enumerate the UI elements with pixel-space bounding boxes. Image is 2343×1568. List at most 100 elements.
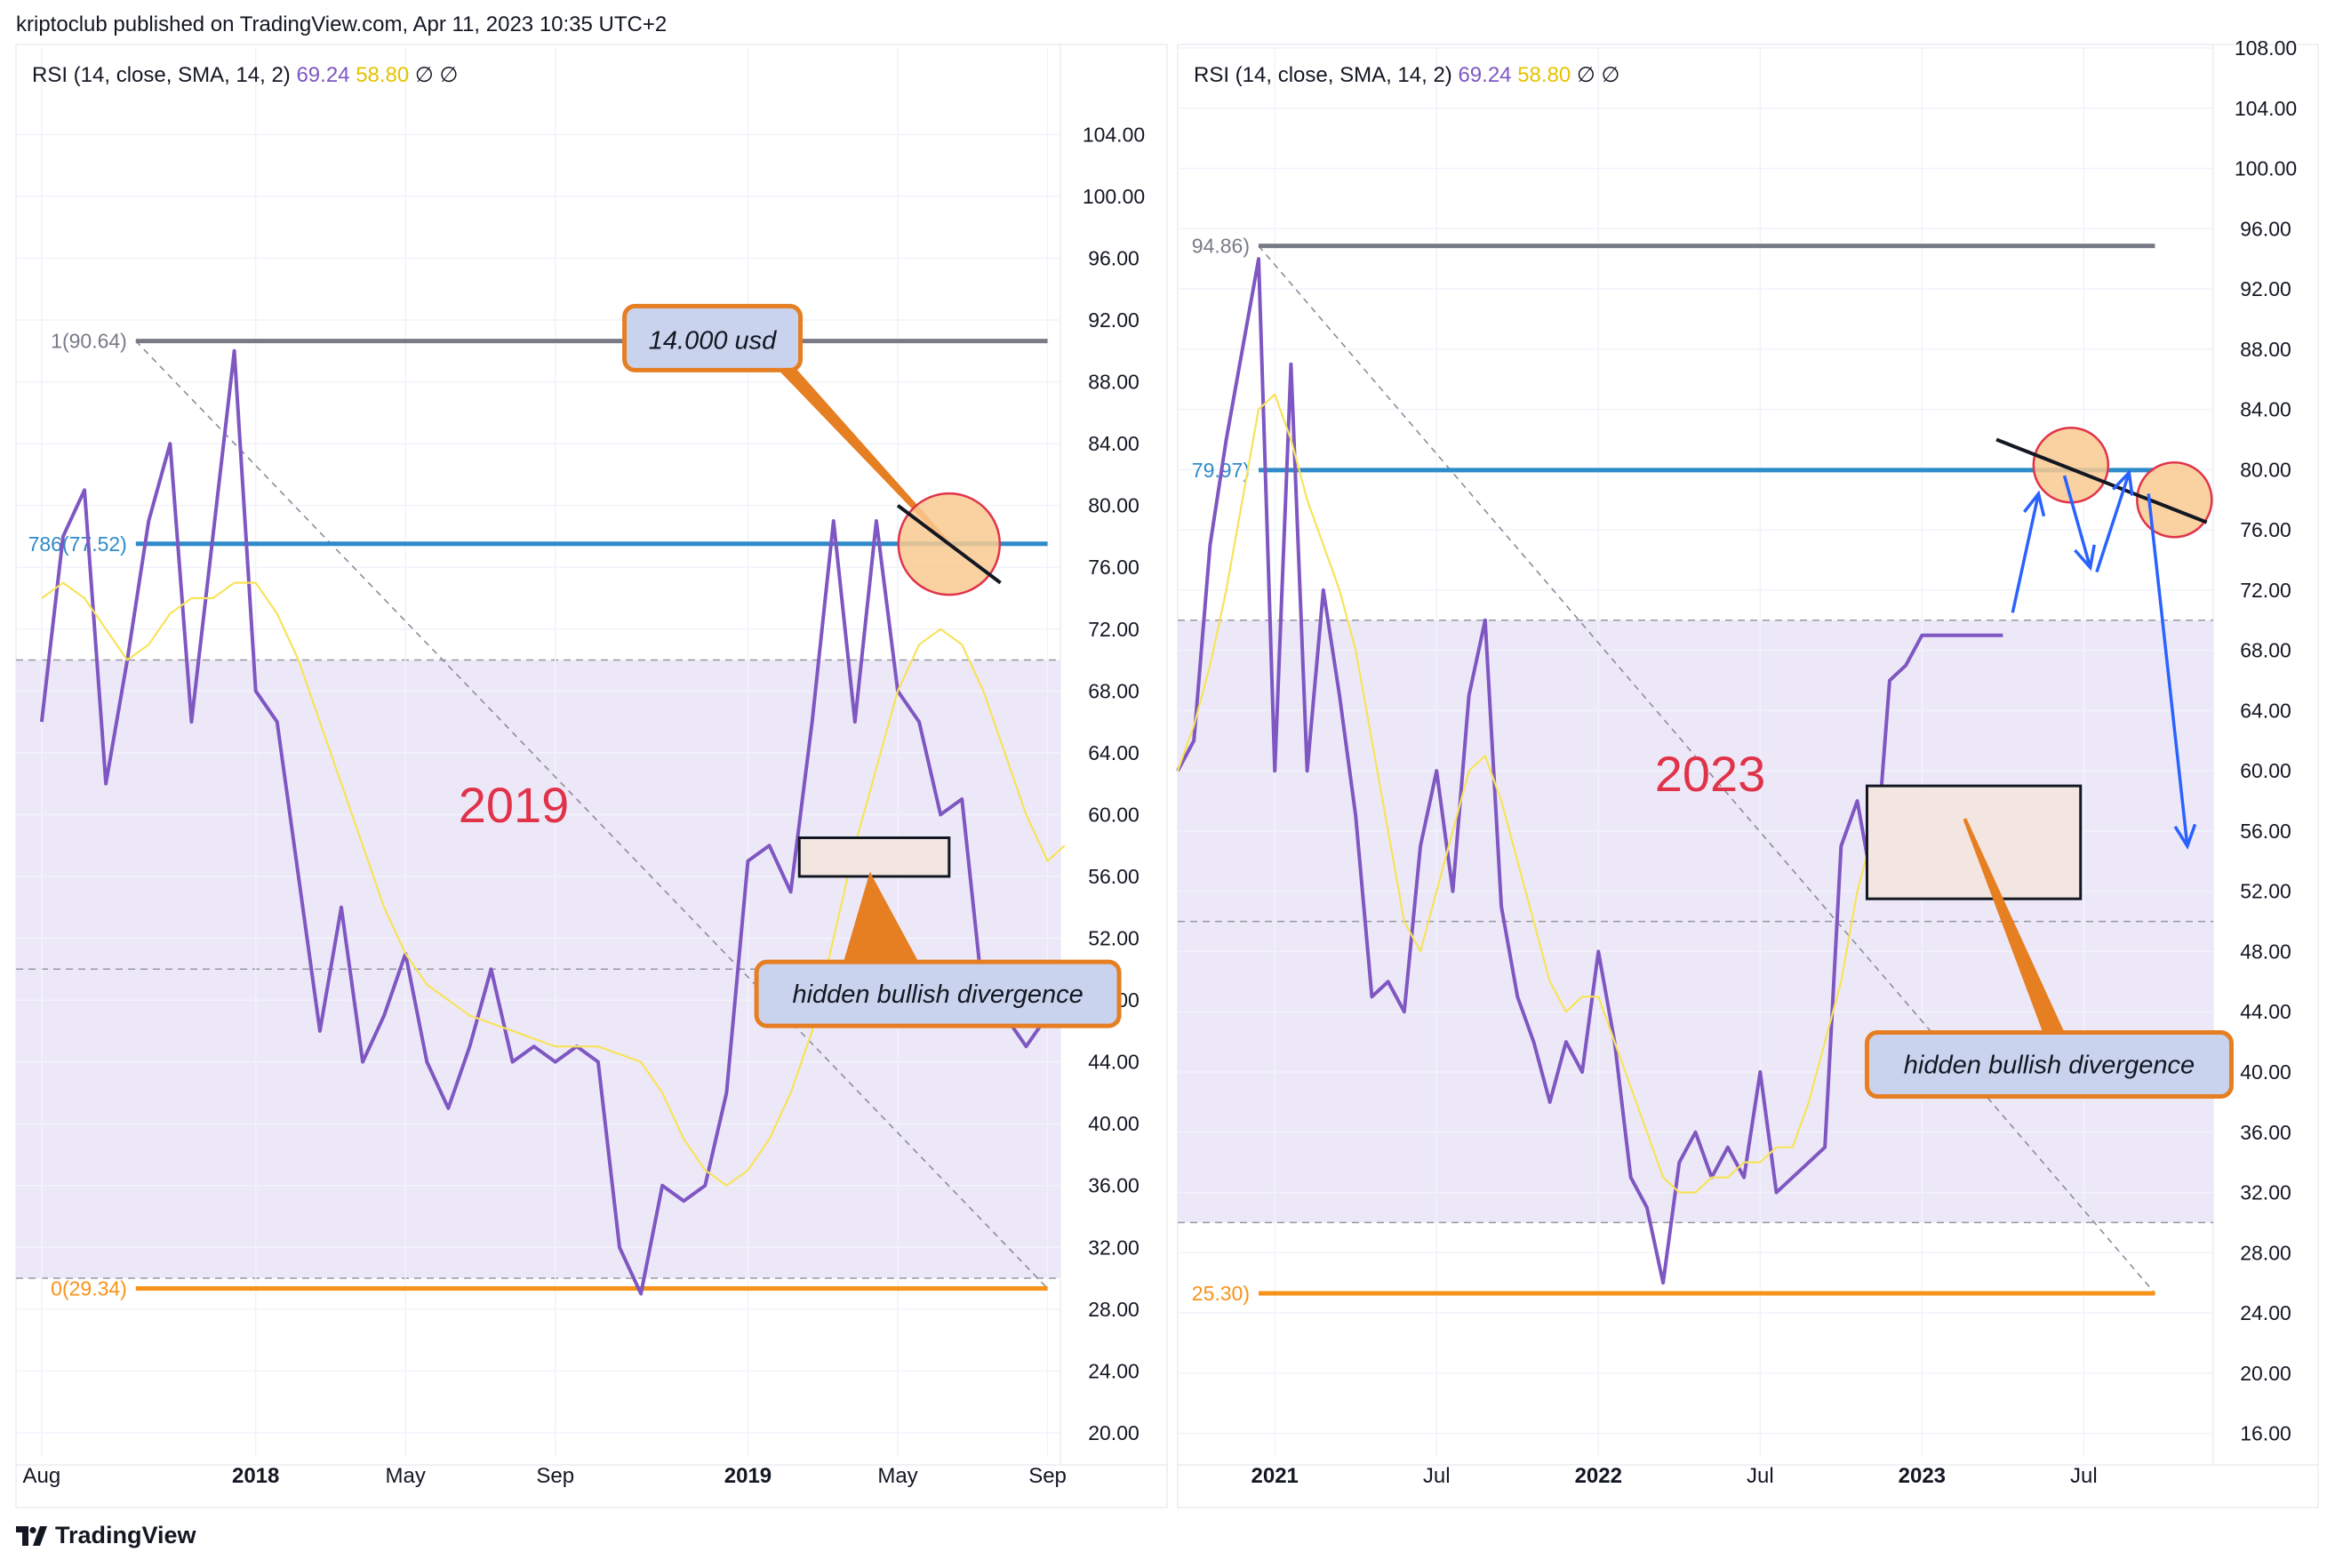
resistance-trendline — [896, 504, 1002, 585]
y-tick-label: 52.00 — [1088, 927, 1140, 950]
resistance-trendline — [1995, 437, 2208, 524]
y-tick-label: 16.00 — [2240, 1422, 2291, 1445]
indicator-legend: RSI (14, close, SMA, 14, 2) 69.24 58.80 … — [32, 63, 458, 87]
hide-icon[interactable]: ∅ — [415, 63, 440, 87]
y-tick-label: 28.00 — [1088, 1298, 1140, 1321]
y-tick-label: 40.00 — [2240, 1060, 2291, 1084]
fib-level-label: 0(29.34) — [51, 1277, 127, 1300]
settings-icon[interactable]: ∅ — [1602, 63, 1620, 87]
fib-level-label: 94.86) — [1192, 235, 1250, 258]
y-tick-label: 64.00 — [2240, 699, 2291, 722]
y-tick-label: 32.00 — [2240, 1181, 2291, 1204]
y-tick-label: 36.00 — [1088, 1174, 1140, 1197]
y-tick-label: 24.00 — [2240, 1301, 2291, 1324]
rsi-series-line — [1176, 257, 2003, 1285]
y-tick-label: 60.00 — [1088, 803, 1140, 826]
indicator-legend: RSI (14, close, SMA, 14, 2) 69.24 58.80 … — [1194, 63, 1619, 87]
projection-arrow-head — [2022, 490, 2046, 517]
projection-arrow — [2095, 472, 2131, 573]
projection-arrow-head — [2074, 544, 2096, 572]
year-label: 2019 — [459, 777, 570, 833]
y-tick-label: 24.00 — [1088, 1359, 1140, 1382]
x-tick-label: Jul — [1747, 1464, 1774, 1488]
x-tick-label: 2023 — [1899, 1464, 1946, 1488]
y-tick-label: 56.00 — [1088, 865, 1140, 888]
x-tick-label: May — [877, 1464, 917, 1488]
hide-icon[interactable]: ∅ — [1577, 63, 1602, 87]
divergence-callout-box — [754, 959, 1122, 1028]
y-tick-label: 44.00 — [2240, 1000, 2291, 1023]
y-tick-label: 104.00 — [1083, 123, 1145, 146]
y-tick-label: 92.00 — [1088, 308, 1140, 332]
tradingview-logo[interactable]: TradingView — [16, 1522, 196, 1549]
y-tick-label: 80.00 — [1088, 494, 1140, 517]
y-tick-label: 80.00 — [2240, 458, 2291, 481]
projection-arrow — [2011, 493, 2041, 613]
projection-arrow — [2062, 475, 2092, 568]
y-tick-label: 20.00 — [1088, 1421, 1140, 1444]
x-tick-label: Sep — [1028, 1464, 1067, 1488]
divergence-callout-box — [1864, 1030, 2234, 1100]
y-tick-label: 76.00 — [2240, 518, 2291, 541]
rsi-value: 69.24 — [1458, 63, 1517, 87]
divergence-callout-text: hidden bullish divergence — [1904, 1052, 2195, 1080]
y-tick-label: 100.00 — [2235, 157, 2297, 180]
y-tick-label: 64.00 — [1088, 741, 1140, 764]
y-tick-label: 88.00 — [1088, 371, 1140, 394]
x-tick-label: 2019 — [724, 1464, 772, 1488]
divergence-rectangle — [797, 836, 951, 878]
y-tick-label: 76.00 — [1088, 556, 1140, 579]
y-tick-label: 60.00 — [2240, 759, 2291, 782]
y-tick-label: 104.00 — [2235, 97, 2297, 120]
y-tick-label: 20.00 — [2240, 1362, 2291, 1385]
settings-icon[interactable]: ∅ — [440, 63, 459, 87]
projection-arrow — [2147, 493, 2189, 847]
y-tick-label: 96.00 — [2240, 217, 2291, 240]
y-tick-label: 100.00 — [1083, 185, 1145, 208]
left-chart-panel: Aug 2018 May Sep 2019 May Sep 104.00 100.00 96.00… — [15, 44, 1168, 1508]
y-tick-label: 84.00 — [1088, 432, 1140, 455]
y-tick-label: 96.00 — [1088, 246, 1140, 269]
y-tick-label: 72.00 — [1088, 618, 1140, 641]
y-tick-label: 88.00 — [2240, 338, 2291, 361]
y-tick-label: 32.00 — [1088, 1236, 1140, 1259]
sma-series-line — [1176, 393, 1971, 1194]
x-tick-label: Aug — [23, 1464, 61, 1488]
y-tick-label: 56.00 — [2240, 820, 2291, 843]
fib-level-label: 1(90.64) — [51, 330, 127, 353]
tradingview-logo-text: TradingView — [55, 1522, 196, 1548]
sma-series-line — [41, 581, 1066, 1187]
y-tick-label: 68.00 — [1088, 679, 1140, 702]
fib-trend-dashed-line — [1258, 245, 2156, 1294]
y-tick-label: 44.00 — [1088, 1051, 1140, 1074]
price-callout-text: 14.000 usd — [649, 326, 777, 355]
rsi-value: 69.24 — [296, 63, 356, 87]
right-chart-panel: 2021 Jul 2022 Jul 2023 Jul 108.00 104.00 100.00 9… — [1176, 36, 2319, 1508]
y-tick-label: 108.00 — [2235, 36, 2297, 60]
fib-level-label: 25.30) — [1192, 1282, 1250, 1305]
projection-arrow-head — [2112, 468, 2134, 496]
divergence-callout-text: hidden bullish divergence — [792, 980, 1083, 1009]
y-tick-label: 84.00 — [2240, 398, 2291, 421]
sma-value: 58.80 — [356, 63, 415, 87]
y-tick-label: 28.00 — [2240, 1241, 2291, 1264]
y-tick-label: 36.00 — [2240, 1121, 2291, 1144]
highlight-circle — [2032, 427, 2110, 504]
sma-value: 58.80 — [1517, 63, 1577, 87]
fib-level-label: 786(77.52) — [28, 532, 127, 556]
y-tick-label: 68.00 — [2240, 639, 2291, 662]
x-tick-label: 2018 — [232, 1464, 279, 1488]
y-tick-label: 92.00 — [2240, 277, 2291, 300]
projection-arrow-head — [2173, 823, 2197, 850]
y-tick-label: 72.00 — [2240, 579, 2291, 602]
x-tick-label: 2022 — [1575, 1464, 1622, 1488]
x-tick-label: Sep — [536, 1464, 574, 1488]
indicator-name: RSI (14, close, SMA, 14, 2) — [32, 63, 296, 87]
x-tick-label: Jul — [1423, 1464, 1451, 1488]
y-tick-label: 52.00 — [2240, 880, 2291, 903]
x-tick-label: 2021 — [1251, 1464, 1299, 1488]
tradingview-logo-icon — [16, 1525, 47, 1546]
y-tick-label: 40.00 — [1088, 1112, 1140, 1135]
y-tick-label: 48.00 — [2240, 940, 2291, 963]
